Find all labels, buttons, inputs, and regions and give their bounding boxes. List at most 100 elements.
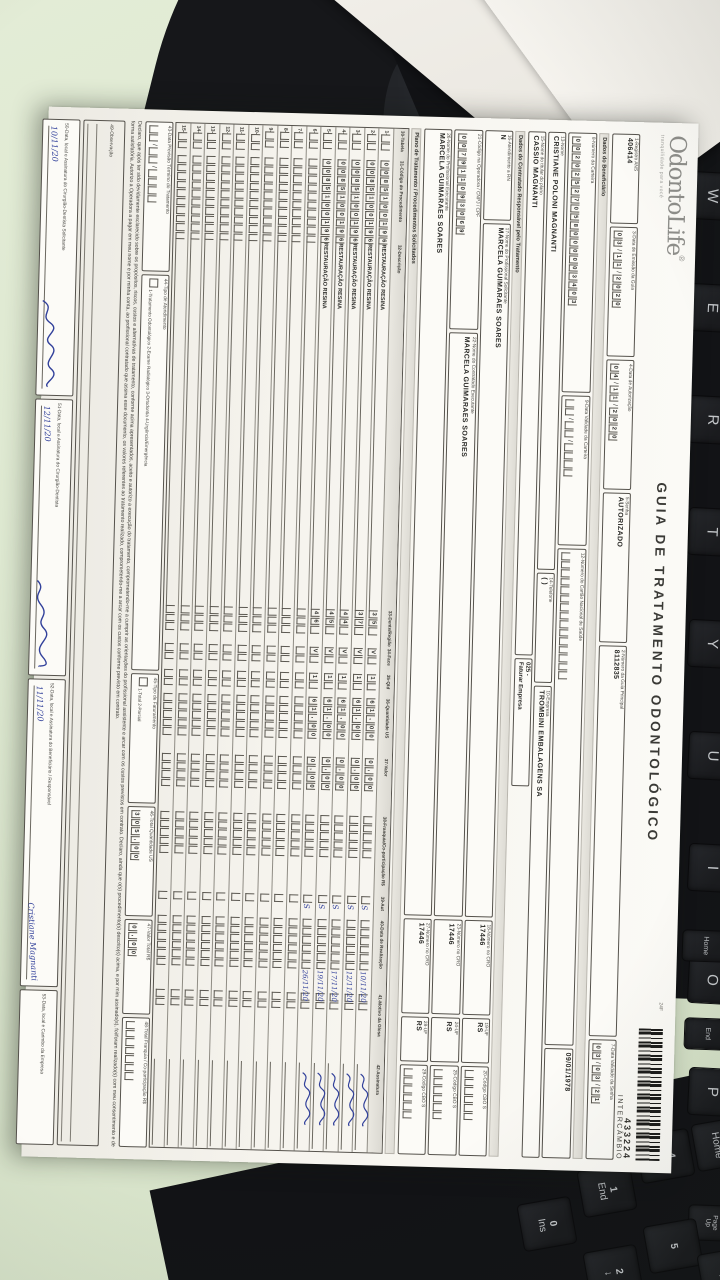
cell-aut: S: [317, 894, 329, 919]
comb-cell: [361, 896, 371, 904]
cell-data-realizacao: 17/11/20: [330, 919, 342, 1002]
column-header: 42-Assinatura: [374, 1064, 381, 1096]
comb-cell: [560, 594, 570, 603]
comb-cell: [189, 837, 199, 845]
comb-cell: 0: [613, 230, 623, 239]
comb-cell: [292, 773, 302, 782]
comb-cell: [178, 701, 188, 710]
comb-cell: [206, 181, 216, 190]
comb-cell: [288, 926, 298, 935]
field-cro-23: 23-Número no CRO 17446: [431, 919, 463, 1015]
column-header: 35-Qtd: [385, 674, 391, 690]
comb-cell: [221, 141, 231, 150]
comb-cell: [125, 1038, 135, 1046]
comb-cell: [125, 1021, 136, 1029]
comb-cell: [302, 952, 312, 961]
comb-cell: [171, 940, 182, 949]
comb-cell: [172, 915, 182, 923]
cell-assinatura: [355, 1064, 369, 1151]
comb-cell: [230, 933, 240, 942]
comb-cell: 3: [591, 1073, 601, 1082]
comb-cell: [267, 624, 277, 633]
comb-cell: 0: [336, 201, 346, 210]
comb-cell: [381, 134, 391, 143]
comb-cell: [463, 1103, 473, 1112]
comb-cell: [172, 932, 182, 940]
comb-cell: [221, 694, 232, 703]
comb-cell: [305, 823, 315, 831]
comb-cell: 0: [569, 246, 579, 255]
comb-cell: ,: [308, 713, 318, 722]
comb-cell: [278, 764, 288, 773]
comb-cell: [248, 224, 258, 233]
comb-cell: [176, 753, 186, 761]
key-home: Home: [681, 929, 720, 963]
cell-valor: [219, 754, 231, 812]
comb-cell: [294, 672, 305, 681]
comb-cell: [267, 607, 277, 616]
comb-cell: [292, 781, 302, 790]
cell-codigo-procedimento: [219, 156, 231, 241]
comb-cell: 0: [128, 940, 138, 948]
comb-cell: [294, 680, 304, 689]
cell-qtd: 1: [352, 673, 363, 698]
cell-valor: [262, 755, 274, 814]
comb-cell: [273, 934, 283, 943]
comb-cell: [263, 216, 273, 225]
comb-cell: [363, 841, 373, 850]
comb-cell: [296, 616, 306, 625]
cell-dente-regiao: [194, 605, 205, 644]
comb-cell: [125, 1046, 135, 1055]
cell-franquia: [173, 811, 185, 891]
comb-cell: [559, 628, 569, 637]
comb-cell: [293, 166, 303, 175]
cell-qtd: [236, 670, 248, 695]
comb-cell: 0: [572, 136, 582, 145]
comb-cell: [163, 701, 173, 710]
comb-cell: [362, 850, 372, 858]
comb-cell: 4: [340, 609, 350, 618]
comb-cell: [265, 131, 275, 140]
cell-dente-regiao: [296, 608, 307, 646]
cell-quantidade-us: [177, 693, 189, 753]
comb-cell: [235, 156, 246, 165]
cell-tabela: 4-: [337, 129, 349, 159]
comb-cell: [264, 729, 274, 738]
comb-cell: [330, 961, 341, 970]
comb-cell: 1: [379, 219, 389, 228]
comb-cell: [315, 1001, 325, 1010]
cell-face: V: [338, 647, 350, 673]
column-header: 34-Face: [386, 648, 392, 666]
form-title: GUIA DE TRATAMENTO ODONTOLÓGICO: [644, 482, 670, 844]
comb-cell: [287, 952, 297, 960]
cell-face: V: [353, 647, 364, 674]
comb-cell: [171, 957, 181, 966]
comb-cell: [292, 209, 302, 217]
comb-cell: [190, 770, 201, 779]
comb-cell: 0: [591, 1065, 601, 1073]
comb-cell: [278, 208, 288, 217]
comb-cell: 0: [458, 141, 468, 150]
comb-cell: 5: [351, 185, 361, 193]
cell-tabela: 13-: [207, 126, 218, 156]
comb-cell: [288, 918, 298, 926]
comb-cell: V: [368, 648, 378, 656]
cell-motivo-glosa: [241, 991, 253, 1061]
comb-cell: [275, 847, 286, 856]
comb-cell: [207, 702, 217, 711]
handwritten-aut: S: [302, 902, 312, 909]
comb-cell: 0: [322, 731, 332, 739]
cell-aut: [216, 892, 227, 916]
comb-cell: 5: [570, 212, 580, 221]
comb-cell: [220, 207, 230, 215]
comb-cell: [190, 779, 200, 787]
comb-cell: 1: [609, 393, 619, 402]
comb-cell: 0: [322, 158, 333, 167]
field-faturar-empresa: 025 - Faturar Empresa: [511, 657, 533, 787]
comb-cell: [363, 833, 373, 841]
comb-cell: [179, 643, 189, 652]
comb-cell: [164, 677, 174, 686]
cell-motivo-glosa: [328, 993, 340, 1063]
comb-cell: [308, 166, 318, 175]
comb-cell: [259, 934, 269, 943]
